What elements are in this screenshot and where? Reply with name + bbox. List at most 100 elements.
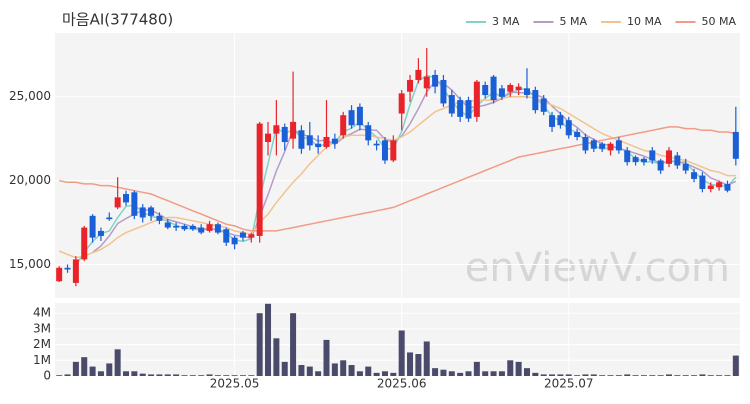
volume-bar	[265, 303, 272, 376]
candle-body	[549, 115, 556, 127]
volume-bar	[590, 374, 597, 376]
volume-bar	[56, 375, 63, 376]
legend-label: 10 MA	[627, 15, 662, 28]
candle-body	[649, 150, 656, 161]
volume-bar	[407, 352, 414, 376]
volume-bar	[281, 361, 288, 376]
candle-body	[164, 222, 171, 228]
volume-bar	[223, 375, 230, 376]
volume-bar	[97, 371, 104, 376]
volume-bar	[665, 374, 672, 376]
candle-body	[348, 110, 355, 126]
candle-body	[89, 215, 96, 238]
volume-bar	[448, 371, 455, 376]
volume-bar	[106, 363, 113, 376]
volume-bar	[632, 375, 639, 376]
candle-body	[72, 259, 79, 283]
volume-bar	[256, 313, 263, 376]
candle-body	[265, 133, 272, 143]
volume-bar	[156, 374, 163, 376]
volume-bar	[72, 361, 79, 376]
volume-bar	[716, 375, 723, 376]
candle-body	[390, 140, 397, 161]
candle-body	[699, 175, 706, 189]
volume-bar	[440, 369, 447, 376]
candle-body	[448, 95, 455, 114]
volume-bar	[398, 330, 405, 376]
candle-body	[231, 237, 238, 245]
legend-label: 3 MA	[492, 15, 520, 28]
candle-body	[457, 100, 464, 117]
candle-body	[532, 90, 539, 111]
candle-body	[674, 155, 681, 166]
candle-body	[381, 140, 388, 161]
volume-bar	[724, 375, 731, 376]
candle-body	[615, 140, 622, 151]
volume-bar	[290, 313, 297, 376]
volume-bar	[415, 354, 422, 376]
chart-title: 마음AI(377480)	[62, 11, 173, 29]
candle-body	[716, 182, 723, 188]
candle-body	[198, 227, 205, 233]
candle-body	[64, 267, 71, 270]
candle-body	[189, 225, 196, 230]
legend-label: 50 MA	[701, 15, 736, 28]
volume-bar	[323, 339, 330, 376]
candle-body	[732, 131, 739, 159]
volume-bar	[348, 365, 355, 376]
ma-line	[58, 95, 736, 259]
candle-body	[156, 215, 163, 221]
candle-body	[323, 136, 330, 148]
volume-bar	[356, 371, 363, 376]
candle-body	[432, 74, 439, 87]
volume-bar	[231, 375, 238, 376]
volume-bar	[657, 375, 664, 376]
volume-bar	[131, 371, 138, 376]
candle-body	[574, 131, 581, 137]
candle-body	[557, 115, 564, 126]
volume-bar	[457, 372, 464, 376]
volume-bar	[599, 375, 606, 376]
volume-bar	[423, 341, 430, 376]
candle-body	[624, 150, 631, 163]
candle-body	[356, 106, 363, 126]
candle-body	[315, 143, 322, 148]
candle-body	[365, 125, 372, 141]
volume-bar	[381, 371, 388, 376]
candle-body	[515, 86, 522, 91]
candle-body	[181, 225, 188, 230]
candle-body	[248, 234, 255, 238]
candle-body	[640, 158, 647, 163]
volume-bar	[248, 375, 255, 376]
volume-bar	[565, 374, 572, 376]
candle-body	[415, 69, 422, 80]
volume-bar	[624, 374, 631, 376]
volume-bar	[607, 375, 614, 376]
volume-bar	[365, 366, 372, 376]
volume-bar	[306, 366, 313, 376]
candle-body	[507, 84, 514, 92]
volume-bar	[340, 360, 347, 376]
candle-body	[707, 185, 714, 189]
volume-bar	[214, 375, 221, 376]
volume-bar	[640, 375, 647, 376]
volume-bar	[81, 357, 88, 376]
candle-body	[131, 192, 138, 216]
volume-bar	[173, 374, 180, 376]
volume-bar	[148, 374, 155, 376]
volume-bar	[373, 372, 380, 376]
y-tick-label: 25,000	[9, 89, 51, 103]
candle-body	[298, 130, 305, 149]
y-tick-label: 0	[43, 369, 51, 383]
candle-body	[482, 84, 489, 96]
candle-body	[724, 183, 731, 191]
candle-body	[97, 230, 104, 236]
candle-body	[214, 224, 221, 233]
candle-body	[632, 157, 639, 163]
volume-bar	[139, 373, 146, 376]
volume-bar	[507, 360, 514, 376]
volume-bar	[64, 374, 71, 376]
price-panel	[55, 33, 740, 298]
volume-bar	[540, 374, 547, 376]
volume-bar	[699, 374, 706, 376]
